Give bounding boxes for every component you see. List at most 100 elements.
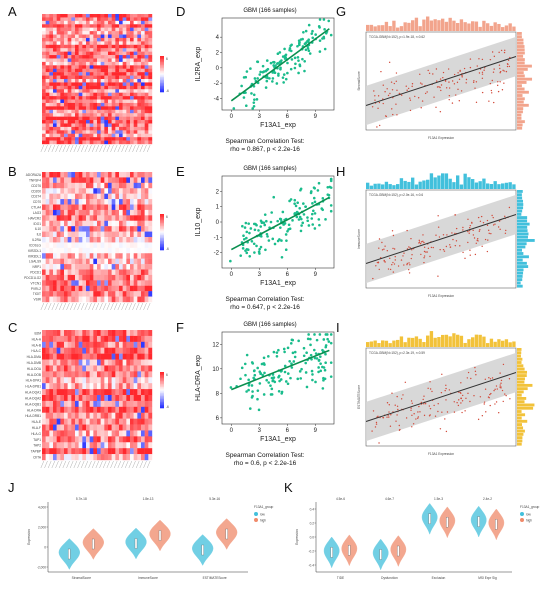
heat-cell [45, 442, 50, 449]
heat-cell [97, 395, 101, 402]
heat-cell [82, 14, 87, 18]
heat-cell [122, 20, 127, 25]
marginal-point [502, 69, 504, 71]
marginal-point [444, 418, 446, 420]
heat-cell [53, 371, 57, 378]
heat-cell [133, 182, 138, 189]
heat-cell [71, 116, 76, 121]
heat-cell [141, 395, 145, 402]
heat-cell [133, 172, 138, 178]
heat-cell [100, 113, 105, 117]
heat-legend-low: -6 [166, 405, 169, 409]
heat-cell [71, 85, 76, 90]
heat-cell [45, 65, 50, 69]
heat-cell [126, 133, 131, 138]
heat-cell [53, 406, 57, 413]
heat-cell [122, 330, 127, 337]
heat-cell [104, 280, 109, 286]
heat-cell [144, 58, 149, 63]
heat-cell [93, 330, 98, 337]
marginal-right-bar [517, 387, 528, 391]
heat-cell [75, 199, 79, 205]
heat-cell [71, 24, 76, 28]
heat-col-tick [121, 302, 125, 311]
heat-row-label: VSIR [34, 298, 42, 302]
heat-cell [53, 27, 57, 32]
heat-cell [56, 120, 61, 124]
heat-cell [97, 109, 101, 114]
heat-cell [82, 130, 87, 134]
heat-cell [56, 436, 61, 443]
heat-cell [133, 442, 138, 449]
heat-cell [111, 347, 116, 354]
heat-cell [82, 341, 87, 348]
heat-cell [119, 27, 123, 32]
heat-cell [119, 406, 123, 413]
heat-row-label: HLA-DPB1 [25, 385, 41, 389]
scatter-point [318, 223, 321, 227]
heat-cell [49, 395, 54, 402]
heat-cell [97, 140, 101, 145]
heat-col-tick [128, 144, 133, 153]
heat-col-tick [62, 144, 67, 153]
heat-cell [82, 454, 87, 461]
heat-cell [49, 335, 54, 343]
heat-cell [119, 383, 123, 390]
heat-cell [133, 72, 138, 76]
heat-cell [144, 226, 149, 232]
heat-cell [56, 106, 61, 110]
heat-cell [122, 226, 127, 232]
heat-cell [78, 220, 83, 227]
violin-plot-k: -0.4-0.20.00.20.4ExpressionTIDE4.5e-6Dys… [295, 497, 540, 580]
heat-cell [67, 377, 72, 384]
heat-cell [141, 92, 145, 97]
heat-cell [141, 27, 145, 32]
marginal-top-bar [486, 183, 490, 189]
heat-legend-step [160, 83, 164, 85]
heat-cell [67, 242, 72, 249]
heat-cell [97, 285, 101, 292]
marginal-point [396, 89, 398, 92]
heat-cell [133, 436, 138, 443]
heat-cell [56, 389, 61, 396]
marginal-point [404, 381, 407, 384]
marginal-point [455, 240, 458, 242]
heat-cell [144, 41, 149, 45]
heat-cell [130, 274, 134, 281]
heat-cell [75, 193, 79, 200]
heat-cell [100, 120, 105, 124]
heat-cell [119, 220, 123, 227]
heat-cell [93, 31, 98, 35]
heat-cell [64, 58, 68, 63]
x-tick-label: 9 [314, 272, 318, 278]
marginal-top-bar [474, 334, 479, 347]
heat-cell [64, 116, 68, 121]
heat-cell [97, 291, 101, 297]
scatter-point [262, 393, 266, 396]
heat-cell [97, 412, 101, 419]
heat-col-tick [84, 302, 89, 311]
scatter-point [278, 51, 282, 54]
heat-cell [104, 140, 109, 145]
heat-cell [89, 193, 94, 200]
heat-cell [126, 347, 131, 354]
heat-cell [78, 109, 83, 114]
marginal-right-bar [517, 123, 523, 127]
heat-legend-step [160, 236, 164, 239]
heat-cell [104, 89, 109, 93]
heat-cell [53, 412, 57, 419]
heat-cell [108, 109, 112, 114]
marginal-point [437, 403, 439, 405]
heat-cell [130, 99, 134, 104]
heat-cell [108, 177, 112, 184]
heat-cell [144, 395, 149, 402]
heat-cell [45, 237, 50, 243]
scatter-d-test: Spearman Correlation Test: [225, 138, 305, 145]
marginal-right-bar [517, 403, 535, 407]
heat-cell [148, 359, 153, 366]
heat-cell [71, 199, 76, 205]
heat-cell [89, 85, 94, 90]
heat-cell [56, 448, 61, 455]
heat-cell [93, 430, 98, 437]
heat-cell [42, 96, 46, 100]
